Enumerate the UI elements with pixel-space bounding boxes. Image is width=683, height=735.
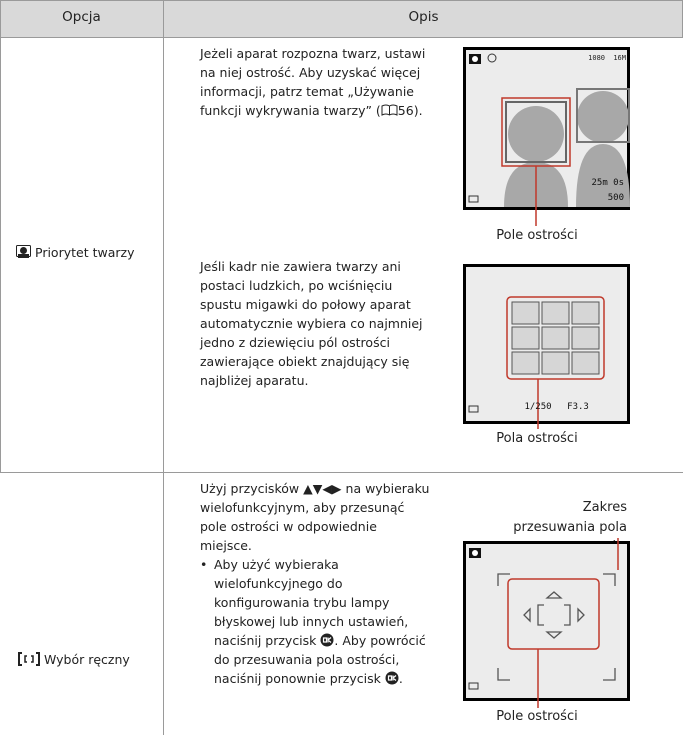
paragraph: Użyj przycisków ▲▼◀▶ na wybieraku wielof… [200,479,432,555]
header-background [0,0,683,37]
screen-text: 1/250 [524,402,551,412]
focus-icon [18,652,40,666]
option-label: Priorytet twarzy [16,243,134,262]
option-text: Priorytet twarzy [35,245,135,260]
text: Użyj przycisków [200,481,304,496]
caption: Pole ostrości [496,709,578,724]
face-icon [16,245,31,258]
ok-icon [385,671,399,685]
header-option: Opcja [62,9,101,25]
text: . Aby powrócić do przesuwania pola ostro… [214,633,426,686]
table-line [0,37,683,38]
camera-screen: 1/250 F3.3 [463,264,630,429]
paragraph: Jeśli kadr nie zawiera twarzy ani postac… [200,259,423,388]
book-icon [381,104,398,116]
screen-text: 500 [608,193,624,203]
table-line [163,0,164,735]
header-description: Opis [408,9,439,25]
page-ref: 56 [397,103,414,118]
screen-text: F3.3 [567,402,589,412]
camera-screen [463,538,630,708]
text: Jeżeli aparat rozpozna twarz, ustawi na … [200,46,426,118]
bullet: • Aby użyć wybieraka wielofunkcyjnego do… [200,555,436,688]
screen-text: 25m 0s [591,178,624,188]
option-label: Wybór ręczny [18,650,130,669]
text: . [398,671,403,686]
paragraph: Jeżeli aparat rozpozna twarz, ustawi na … [200,44,435,120]
screen-text: 1080 [588,54,605,62]
bullet-dot: • [200,557,208,572]
arrows: ▲▼◀▶ [303,481,342,496]
option-text: Wybór ręczny [44,652,130,667]
table-line [0,0,683,1]
caption: Pola ostrości [496,431,578,446]
camera-screen: 1080 16M 25m 0s 500 [463,47,630,226]
caption: Pole ostrości [496,228,578,243]
text: Aby użyć wybieraka wielofunkcyjnego do k… [214,557,409,648]
ok-icon [320,633,334,647]
text: na wybieraku wielofunkcyjnym, aby przesu… [200,481,430,553]
text: ). [413,103,423,118]
table-line [0,472,683,473]
screen-text: 16M [613,54,626,62]
table-line [0,0,1,472]
